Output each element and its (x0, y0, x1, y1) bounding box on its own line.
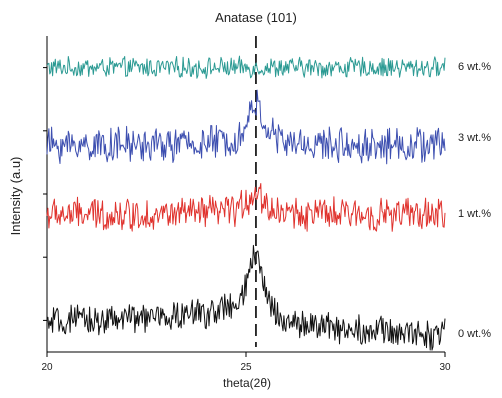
series-label-3: 0 wt.% (458, 328, 491, 340)
series-label-1: 3 wt.% (458, 132, 491, 144)
series-label-layer: 6 wt.% 3 wt.% 1 wt.% 0 wt.% (458, 61, 491, 340)
x-tick-label: 25 (240, 362, 252, 373)
y-axis-label: Intensity (a.u) (8, 157, 23, 236)
series-line-3 (46, 244, 446, 351)
series-layer (46, 55, 446, 351)
x-tick-label: 20 (41, 362, 53, 373)
series-line-2 (46, 183, 446, 232)
x-axis-label: theta(2θ) (223, 376, 271, 390)
series-label-2: 1 wt.% (458, 208, 491, 220)
series-line-0 (46, 55, 446, 79)
chart-title: Anatase (101) (215, 10, 297, 25)
x-tick-label: 30 (439, 362, 451, 373)
series-label-0: 6 wt.% (458, 61, 491, 73)
series-line-1 (46, 89, 446, 165)
